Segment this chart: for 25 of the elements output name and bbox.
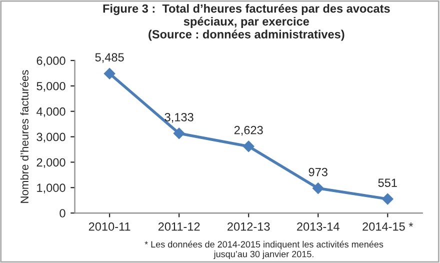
text: * Les données de 2014-2015 indiquent les activités menées jusqu’au 30 janvier 2015. <box>144 240 384 260</box>
y-tick-label: 5,000 <box>36 82 66 92</box>
point <box>173 128 185 139</box>
chart-title: Figure 3 : Total d’heures facturées par des avocats spéciaux, par exercice (Source : données administratives) <box>103 4 390 41</box>
x-tick-label: 2012-13 <box>228 222 270 231</box>
text: 551 <box>378 178 397 187</box>
y-tick-label: 4,000 <box>36 107 66 118</box>
y-tick-label: 0 <box>60 209 66 218</box>
text: 5,485 <box>95 53 124 63</box>
x-tick-label: 2010-11 <box>88 222 130 231</box>
y-tick-label: 2,000 <box>36 158 66 168</box>
x-tick-label: 2013-14 <box>297 222 340 231</box>
text: 2,623 <box>234 126 263 136</box>
y-axis-title: Nombre d’heures facturées <box>20 70 28 203</box>
x-tick-label: 2011-12 <box>158 222 200 231</box>
point <box>312 182 324 194</box>
y-tick-label: 3,000 <box>36 132 66 143</box>
point <box>382 193 394 205</box>
y-tick-label: 1,000 <box>37 184 66 194</box>
y-tick-label: 6,000 <box>36 56 66 66</box>
text: 3,133 <box>164 112 194 123</box>
x-tick-label: 2014-15 * <box>362 222 414 231</box>
point <box>242 140 254 152</box>
text: 973 <box>308 168 328 176</box>
point <box>104 68 116 80</box>
